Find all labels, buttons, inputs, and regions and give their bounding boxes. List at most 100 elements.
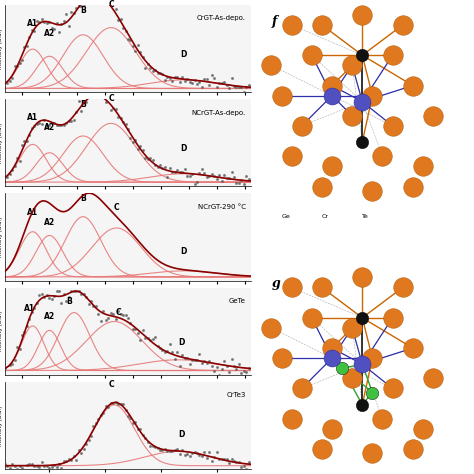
Point <box>268 213 275 220</box>
Point <box>328 425 336 433</box>
Point <box>169 168 176 175</box>
Point <box>132 47 139 55</box>
Point <box>117 15 124 23</box>
Point <box>328 92 336 100</box>
Point <box>240 88 247 96</box>
Point <box>181 77 189 84</box>
Point <box>77 107 85 114</box>
Point <box>100 87 107 95</box>
Point <box>240 180 247 188</box>
Point <box>208 170 216 178</box>
Point <box>102 99 109 106</box>
Text: C: C <box>108 94 114 103</box>
Point <box>328 355 336 362</box>
Point <box>65 456 73 463</box>
Text: D: D <box>178 338 184 347</box>
Point <box>100 410 107 417</box>
Point <box>65 293 73 301</box>
Point <box>104 0 112 5</box>
Point <box>3 373 11 380</box>
Point <box>218 79 226 86</box>
Point <box>46 464 53 472</box>
Point <box>201 357 208 365</box>
Point <box>379 415 386 422</box>
Point <box>233 83 240 91</box>
Point <box>50 292 58 300</box>
Text: C: C <box>116 308 122 317</box>
Point <box>75 97 82 105</box>
Point <box>389 52 396 59</box>
Point <box>196 79 203 86</box>
Point <box>151 334 159 341</box>
Point <box>18 332 26 339</box>
Point <box>166 74 173 82</box>
Point <box>3 462 11 470</box>
Point <box>193 80 201 87</box>
Point <box>181 451 189 458</box>
Text: A2: A2 <box>44 218 55 227</box>
Point <box>213 83 220 91</box>
Point <box>50 119 58 127</box>
Point <box>95 415 102 423</box>
Point <box>117 310 124 318</box>
Point <box>369 449 376 457</box>
Point <box>235 83 243 91</box>
Point <box>161 163 169 171</box>
Point <box>171 168 179 176</box>
Point <box>13 155 21 162</box>
Text: Te: Te <box>362 214 369 219</box>
Point <box>46 294 53 301</box>
Point <box>26 131 33 139</box>
Point <box>117 400 124 408</box>
Point <box>109 0 117 5</box>
Point <box>104 403 112 410</box>
Text: NCrGT-290 °C: NCrGT-290 °C <box>198 204 246 210</box>
Point <box>198 452 206 460</box>
Point <box>144 334 152 341</box>
Point <box>218 455 226 462</box>
Point <box>149 67 156 75</box>
Point <box>38 15 46 23</box>
Point <box>208 71 216 79</box>
Point <box>240 367 247 374</box>
Point <box>183 451 191 458</box>
Point <box>188 450 196 457</box>
Point <box>28 124 36 132</box>
Point <box>369 187 376 194</box>
Text: B: B <box>80 194 86 203</box>
Point <box>97 93 105 100</box>
Point <box>36 18 43 26</box>
Point <box>70 116 78 123</box>
Point <box>149 156 156 164</box>
Y-axis label: Intensity (a.u.): Intensity (a.u.) <box>0 311 3 352</box>
Point <box>220 78 228 86</box>
Point <box>358 314 366 321</box>
Point <box>328 344 336 352</box>
Point <box>26 316 33 323</box>
Point <box>16 59 23 67</box>
Point <box>80 445 87 453</box>
Point <box>389 385 396 392</box>
Point <box>63 119 70 127</box>
Point <box>178 73 186 81</box>
Point <box>129 42 137 49</box>
Point <box>53 287 60 295</box>
Point <box>16 157 23 164</box>
Point <box>193 356 201 364</box>
Point <box>109 310 117 318</box>
Text: A2: A2 <box>44 29 55 38</box>
Point <box>33 17 41 25</box>
Point <box>243 83 250 91</box>
Point <box>134 146 142 153</box>
Point <box>151 162 159 169</box>
Point <box>308 314 316 321</box>
Point <box>178 447 186 454</box>
Point <box>43 19 50 27</box>
Point <box>139 146 146 154</box>
Point <box>112 315 119 322</box>
Y-axis label: Intensity (a.u.): Intensity (a.u.) <box>0 122 3 163</box>
Point <box>26 33 33 41</box>
Point <box>3 173 11 181</box>
Text: B: B <box>80 100 86 109</box>
Point <box>171 73 179 81</box>
